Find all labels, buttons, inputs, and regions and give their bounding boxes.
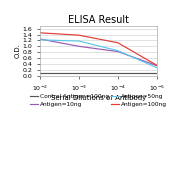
Antigen=10ng	[78, 45, 80, 47]
Line: Antigen=10ng: Antigen=10ng	[40, 39, 157, 66]
Antigen=10ng	[39, 38, 41, 40]
Control Antigen=100ng	[156, 72, 158, 74]
Antigen=100ng	[78, 34, 80, 36]
X-axis label: Serial Dilutions of Antibody: Serial Dilutions of Antibody	[51, 95, 146, 101]
Antigen=10ng	[117, 51, 119, 53]
Line: Antigen=100ng: Antigen=100ng	[40, 33, 157, 65]
Control Antigen=100ng	[117, 72, 119, 74]
Antigen=100ng	[156, 64, 158, 66]
Antigen=50ng	[78, 40, 80, 42]
Control Antigen=100ng	[78, 72, 80, 74]
Antigen=100ng	[39, 32, 41, 34]
Title: ELISA Result: ELISA Result	[68, 15, 129, 25]
Antigen=50ng	[156, 67, 158, 69]
Control Antigen=100ng	[39, 72, 41, 74]
Antigen=50ng	[117, 50, 119, 52]
Line: Antigen=50ng: Antigen=50ng	[40, 40, 157, 68]
Y-axis label: O.D.: O.D.	[15, 43, 21, 58]
Antigen=10ng	[156, 65, 158, 67]
Antigen=100ng	[117, 42, 119, 44]
Antigen=50ng	[39, 39, 41, 41]
Legend: Control Antigen=100ng, Antigen=10ng, Antigen=50ng, Antigen=100ng: Control Antigen=100ng, Antigen=10ng, Ant…	[29, 94, 168, 108]
